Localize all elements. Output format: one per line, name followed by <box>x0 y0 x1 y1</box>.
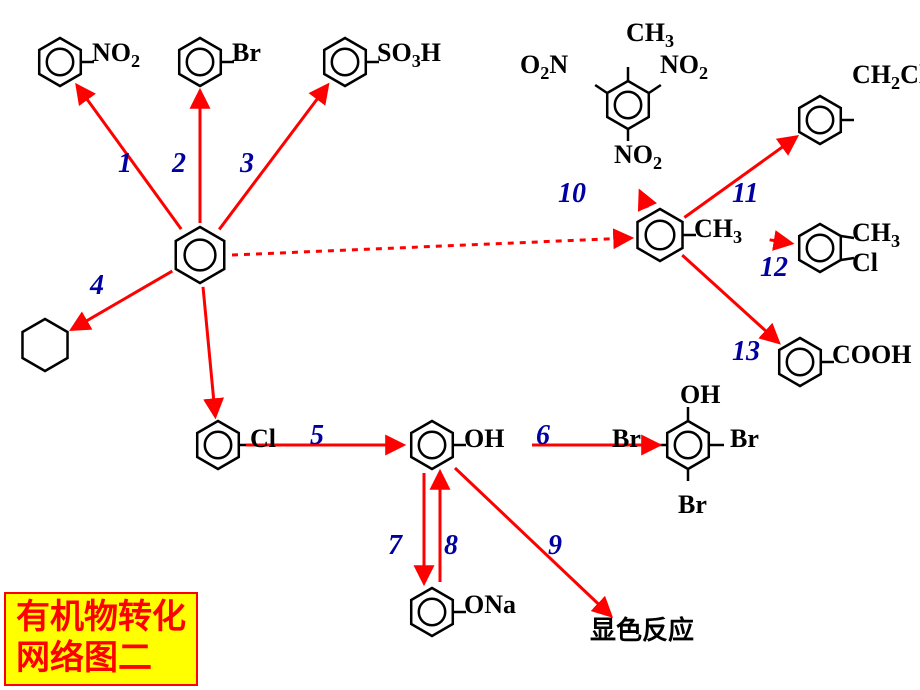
reaction-number-12: 12 <box>760 252 788 284</box>
label-benzene_cl: Cl <box>250 424 276 454</box>
label-cooh: COOH <box>832 340 911 370</box>
label-benzene_ona: ONa <box>464 590 516 620</box>
label-tribromo-br_l: Br <box>612 424 641 454</box>
label-tnt-ch3: CH3 <box>626 18 674 52</box>
reaction-number-7: 7 <box>388 530 402 562</box>
label-tnt-no2_b: NO2 <box>614 140 662 174</box>
reaction-number-10: 10 <box>558 178 586 210</box>
reaction-number-8: 8 <box>444 530 458 562</box>
label-benzene_br: Br <box>232 38 261 68</box>
reaction-number-2: 2 <box>172 148 186 180</box>
label-tribromo-oh: OH <box>680 380 720 410</box>
reaction-number-4: 4 <box>90 270 104 302</box>
title-line1: 有机物转化 <box>16 598 186 639</box>
label-tribromo-br_r: Br <box>730 424 759 454</box>
label-toluene: CH3 <box>694 214 742 248</box>
label-benzene_oh: OH <box>464 424 504 454</box>
text-color_rx: 显色反应 <box>590 610 694 647</box>
label-ch3cl-cl: Cl <box>852 248 878 278</box>
label-tnt-no2_l: O2N <box>520 50 568 84</box>
label-tnt-no2_r: NO2 <box>660 50 708 84</box>
reaction-number-13: 13 <box>732 336 760 368</box>
label-ch2cl: CH2Cl <box>852 60 920 94</box>
reaction-number-9: 9 <box>548 530 562 562</box>
title-line2: 网络图二 <box>16 639 186 680</box>
diagram-canvas <box>0 0 920 690</box>
reaction-number-5: 5 <box>310 420 324 452</box>
label-tribromo-br_b: Br <box>678 490 707 520</box>
reaction-number-11: 11 <box>732 178 758 210</box>
label-benzene_so3h: SO3H <box>377 38 441 72</box>
title-box: 有机物转化 网络图二 <box>4 592 198 686</box>
reaction-number-3: 3 <box>240 148 254 180</box>
reaction-number-1: 1 <box>118 148 132 180</box>
label-benzene_no2: NO2 <box>92 38 140 72</box>
reaction-number-6: 6 <box>536 420 550 452</box>
